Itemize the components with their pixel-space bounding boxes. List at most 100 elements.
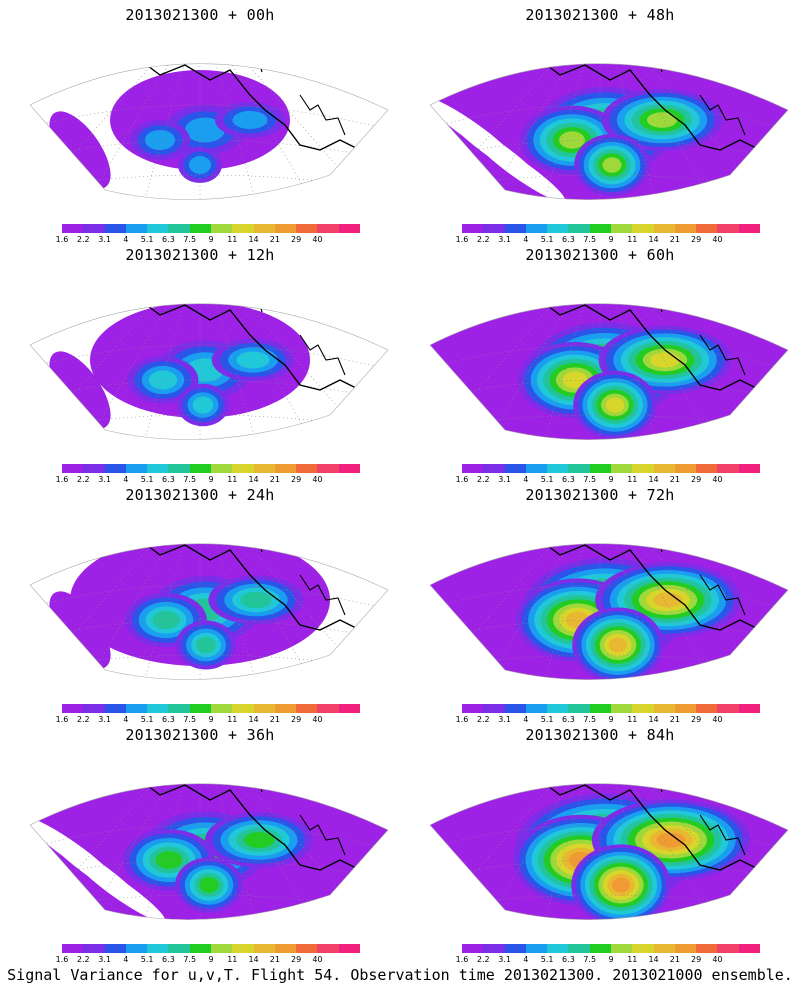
colorbar-swatch — [696, 224, 718, 233]
colorbar-labels: 1.6 2.2 3.1 4 5.1 6.3 7.5 9 11 14 21 29 40 — [456, 715, 760, 725]
colorbar-swatch — [653, 944, 675, 953]
colorbar-tick-label: 14 — [248, 235, 259, 244]
colorbar-tick-label: 21 — [669, 715, 680, 724]
colorbar-swatch — [674, 224, 697, 233]
colorbar-swatch — [147, 704, 169, 713]
colorbar-swatch — [568, 224, 590, 233]
colorbar-swatch — [338, 464, 360, 473]
colorbar — [62, 224, 360, 233]
colorbar-tick-label: 11 — [227, 235, 238, 244]
colorbar-swatch — [104, 944, 126, 953]
forecast-panel: 2013021300 + 72h 1.6 2.2 3.1 4 5.1 6.3 7.5 9 11 14… — [400, 480, 800, 724]
colorbar-tick-label: 5.1 — [140, 955, 154, 964]
forecast-panel: 2013021300 + 60h 1.6 2.2 3.1 4 5.1 6.3 7.5 9 11 14… — [400, 240, 800, 484]
colorbar-swatch — [483, 944, 505, 953]
colorbar-tick-label: 29 — [691, 475, 702, 484]
colorbar-swatch — [483, 224, 505, 233]
colorbar-tick-label: 6.3 — [162, 955, 175, 964]
colorbar-swatch — [189, 704, 211, 713]
colorbar-swatch — [274, 944, 297, 953]
colorbar-swatch — [296, 944, 318, 953]
colorbar-swatch — [210, 704, 233, 713]
colorbar — [62, 464, 360, 473]
colorbar-tick-label: 2.2 — [76, 955, 90, 964]
colorbar-tick-label: 7.5 — [183, 715, 197, 724]
colorbar-tick-label: 40 — [712, 715, 723, 724]
colorbar-swatch — [717, 704, 739, 713]
panel-title: 2013021300 + 24h — [125, 486, 275, 504]
colorbar-tick-label: 6.3 — [162, 475, 175, 484]
colorbar — [62, 944, 360, 953]
colorbar-tick-label: 4 — [523, 955, 529, 964]
colorbar-tick-label: 2.2 — [476, 235, 490, 244]
colorbar-swatch — [504, 224, 526, 233]
variance-map — [29, 783, 389, 920]
colorbar-swatch — [125, 944, 148, 953]
colorbar-swatch — [589, 704, 611, 713]
variance-map — [429, 543, 789, 680]
colorbar-labels: 1.6 2.2 3.1 4 5.1 6.3 7.5 9 11 14 21 29 40 — [456, 235, 760, 245]
colorbar-swatch — [147, 464, 169, 473]
colorbar-swatch — [610, 944, 633, 953]
colorbar-swatch — [738, 224, 760, 233]
colorbar-tick-label: 6.3 — [562, 475, 575, 484]
colorbar-tick-label: 7.5 — [583, 235, 597, 244]
colorbar-swatch — [547, 224, 569, 233]
colorbar-tick-label: 29 — [291, 715, 302, 724]
colorbar-labels: 1.6 2.2 3.1 4 5.1 6.3 7.5 9 11 14 21 29 40 — [56, 475, 360, 485]
colorbar-swatch — [525, 464, 548, 473]
colorbar-tick-label: 21 — [669, 955, 680, 964]
colorbar-tick-label: 29 — [691, 715, 702, 724]
colorbar-tick-label: 5.1 — [140, 235, 154, 244]
colorbar-swatch — [483, 704, 505, 713]
colorbar-tick-label: 2.2 — [476, 715, 490, 724]
colorbar-tick-label: 14 — [648, 475, 659, 484]
panel-title: 2013021300 + 12h — [125, 246, 275, 264]
colorbar-tick-label: 21 — [269, 715, 280, 724]
colorbar-swatch — [568, 464, 590, 473]
colorbar-swatch — [210, 464, 233, 473]
colorbar-swatch — [168, 464, 190, 473]
colorbar-tick-label: 29 — [691, 235, 702, 244]
colorbar-swatch — [253, 704, 275, 713]
colorbar-tick-label: 6.3 — [562, 715, 575, 724]
colorbar-swatch — [83, 224, 105, 233]
colorbar-swatch — [253, 944, 275, 953]
colorbar-tick-label: 7.5 — [183, 235, 197, 244]
colorbar-swatch — [653, 464, 675, 473]
colorbar-tick-label: 9 — [608, 235, 614, 244]
colorbar-tick-label: 11 — [627, 955, 638, 964]
colorbar-tick-label: 5.1 — [540, 235, 554, 244]
colorbar-tick-label: 1.6 — [455, 475, 469, 484]
colorbar-tick-label: 11 — [627, 235, 638, 244]
colorbar-labels: 1.6 2.2 3.1 4 5.1 6.3 7.5 9 11 14 21 29 40 — [56, 955, 360, 965]
colorbar-swatch — [296, 464, 318, 473]
colorbar-swatch — [168, 944, 190, 953]
colorbar — [462, 944, 760, 953]
colorbar-swatch — [274, 224, 297, 233]
colorbar-swatch — [738, 944, 760, 953]
colorbar-swatch — [210, 944, 233, 953]
colorbar-tick-label: 1.6 — [455, 715, 469, 724]
colorbar-swatch — [104, 224, 126, 233]
colorbar-swatch — [274, 464, 297, 473]
colorbar-tick-label: 40 — [712, 475, 723, 484]
colorbar-swatch — [738, 464, 760, 473]
panel-title: 2013021300 + 60h — [525, 246, 675, 264]
colorbar-tick-label: 40 — [312, 955, 323, 964]
colorbar — [62, 704, 360, 713]
colorbar-swatch — [589, 944, 611, 953]
colorbar-labels: 1.6 2.2 3.1 4 5.1 6.3 7.5 9 11 14 21 29 40 — [456, 955, 760, 965]
panel-title: 2013021300 + 84h — [525, 726, 675, 744]
colorbar-tick-label: 4 — [123, 955, 129, 964]
colorbar-tick-label: 3.1 — [498, 955, 511, 964]
colorbar-tick-label: 4 — [123, 475, 129, 484]
colorbar-swatch — [610, 224, 633, 233]
colorbar-tick-label: 3.1 — [98, 235, 111, 244]
colorbar-tick-label: 21 — [269, 955, 280, 964]
forecast-panel: 2013021300 + 84h 1.6 2.2 3.1 4 5.1 6.3 7.5 9 11 14… — [400, 720, 800, 964]
colorbar-swatch — [168, 704, 190, 713]
colorbar-labels: 1.6 2.2 3.1 4 5.1 6.3 7.5 9 11 14 21 29 40 — [456, 475, 760, 485]
colorbar-swatch — [653, 224, 675, 233]
colorbar-swatch — [147, 224, 169, 233]
